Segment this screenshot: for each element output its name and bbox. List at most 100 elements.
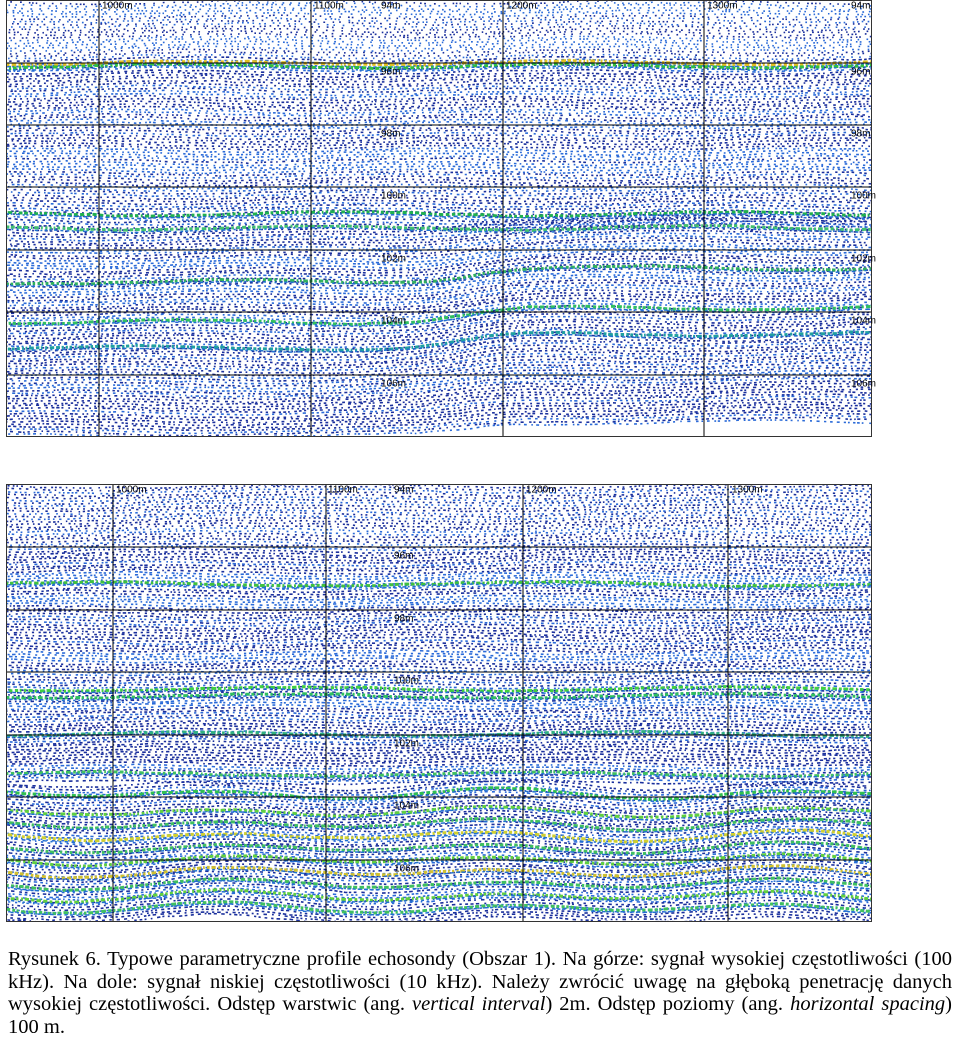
echo-trace <box>6 356 872 377</box>
echo-trace <box>6 783 872 797</box>
echo-trace <box>6 206 872 214</box>
echo-trace <box>6 531 872 539</box>
echo-trace <box>6 234 872 255</box>
distance-label: 1100m <box>328 484 358 495</box>
echo-trace <box>6 860 872 876</box>
echo-trace <box>6 664 872 672</box>
echo-trace <box>6 151 872 159</box>
echo-trace <box>6 226 872 234</box>
echo-trace <box>6 221 872 242</box>
figure-caption: Rysunek 6. Typowe parametryczne profile … <box>8 948 952 1038</box>
echo-trace <box>6 706 872 713</box>
echo-signal <box>6 0 872 437</box>
echo-trace <box>6 105 872 113</box>
echo-trace <box>6 66 872 73</box>
echo-trace <box>6 740 872 747</box>
echo-trace <box>6 495 872 503</box>
echo-trace <box>6 167 872 175</box>
echo-trace <box>6 320 872 341</box>
echo-trace <box>6 617 872 625</box>
depth-label: 106m <box>381 378 406 389</box>
echo-trace <box>6 879 872 893</box>
distance-label: 1200m <box>526 484 557 495</box>
echo-trace <box>6 123 872 131</box>
echo-trace <box>6 852 872 868</box>
depth-label: 94m <box>394 484 413 495</box>
echo-trace <box>6 14 872 22</box>
echogram-panel: 1000m 1100m 1200m 1300m 94m 96m 98m 100m 102m 104… <box>6 484 872 922</box>
echo-trace <box>6 343 872 365</box>
echo-trace <box>6 257 872 279</box>
echo-trace <box>6 544 872 552</box>
echo-trace <box>6 552 872 560</box>
distance-label: 1100m <box>314 0 344 11</box>
echo-trace <box>6 887 872 904</box>
echo-trace <box>6 894 872 909</box>
echo-trace <box>6 529 872 537</box>
echo-trace <box>6 687 872 694</box>
echo-trace <box>6 716 872 724</box>
echo-trace <box>6 560 872 568</box>
echo-trace <box>6 97 872 105</box>
echo-trace <box>6 635 872 643</box>
echo-trace <box>6 400 872 422</box>
echo-trace <box>6 868 872 884</box>
depth-label: 100m <box>394 675 419 686</box>
depth-label: 96m <box>381 66 400 77</box>
depth-label: 104m <box>394 800 419 811</box>
echo-trace <box>6 270 872 292</box>
echo-trace <box>6 86 872 94</box>
echo-trace <box>6 815 872 829</box>
echo-trace <box>6 776 872 784</box>
echo-trace <box>6 625 872 633</box>
echo-trace <box>6 900 872 916</box>
echo-trace <box>6 524 872 532</box>
echo-trace <box>6 758 872 766</box>
echo-trace <box>6 231 872 253</box>
echo-trace <box>6 778 872 786</box>
echo-trace <box>6 177 872 185</box>
caption-text: ) 2m. Odstęp poziomy (ang. <box>545 993 791 1015</box>
echo-trace <box>6 361 872 383</box>
echo-trace <box>6 393 872 414</box>
echo-trace <box>6 526 872 534</box>
echo-trace <box>6 835 872 850</box>
echo-trace <box>6 656 872 664</box>
echo-trace <box>6 583 872 591</box>
echo-trace <box>6 188 872 195</box>
echo-trace <box>6 890 872 905</box>
echo-trace <box>6 769 872 779</box>
echo-trace <box>6 558 872 565</box>
echo-trace <box>6 262 872 284</box>
echo-trace <box>6 64 872 72</box>
echo-trace <box>6 29 872 37</box>
depth-label: 98m <box>381 128 400 139</box>
echo-trace <box>6 390 872 411</box>
echo-trace <box>6 328 872 349</box>
echo-trace <box>6 874 872 889</box>
echo-trace <box>6 708 872 716</box>
echo-trace <box>6 6 872 13</box>
echo-trace <box>6 674 872 682</box>
distance-label: 1200m <box>506 0 537 11</box>
echo-trace <box>6 333 872 353</box>
echo-trace <box>6 713 872 721</box>
echo-trace <box>6 884 872 899</box>
echo-trace <box>6 659 872 667</box>
echo-trace <box>6 487 872 495</box>
echo-trace <box>6 777 872 792</box>
echo-trace <box>6 348 872 370</box>
echo-trace <box>6 790 872 805</box>
echo-trace <box>6 136 872 144</box>
echo-trace <box>6 897 872 912</box>
echo-trace <box>6 845 872 860</box>
echo-trace <box>6 382 872 404</box>
echo-trace <box>6 212 872 220</box>
echo-trace <box>6 408 872 429</box>
echo-trace <box>6 165 872 172</box>
echo-trace <box>6 695 872 703</box>
echo-trace <box>6 550 872 558</box>
echo-trace <box>6 690 872 698</box>
echo-trace <box>6 92 872 99</box>
echo-trace <box>6 646 872 654</box>
